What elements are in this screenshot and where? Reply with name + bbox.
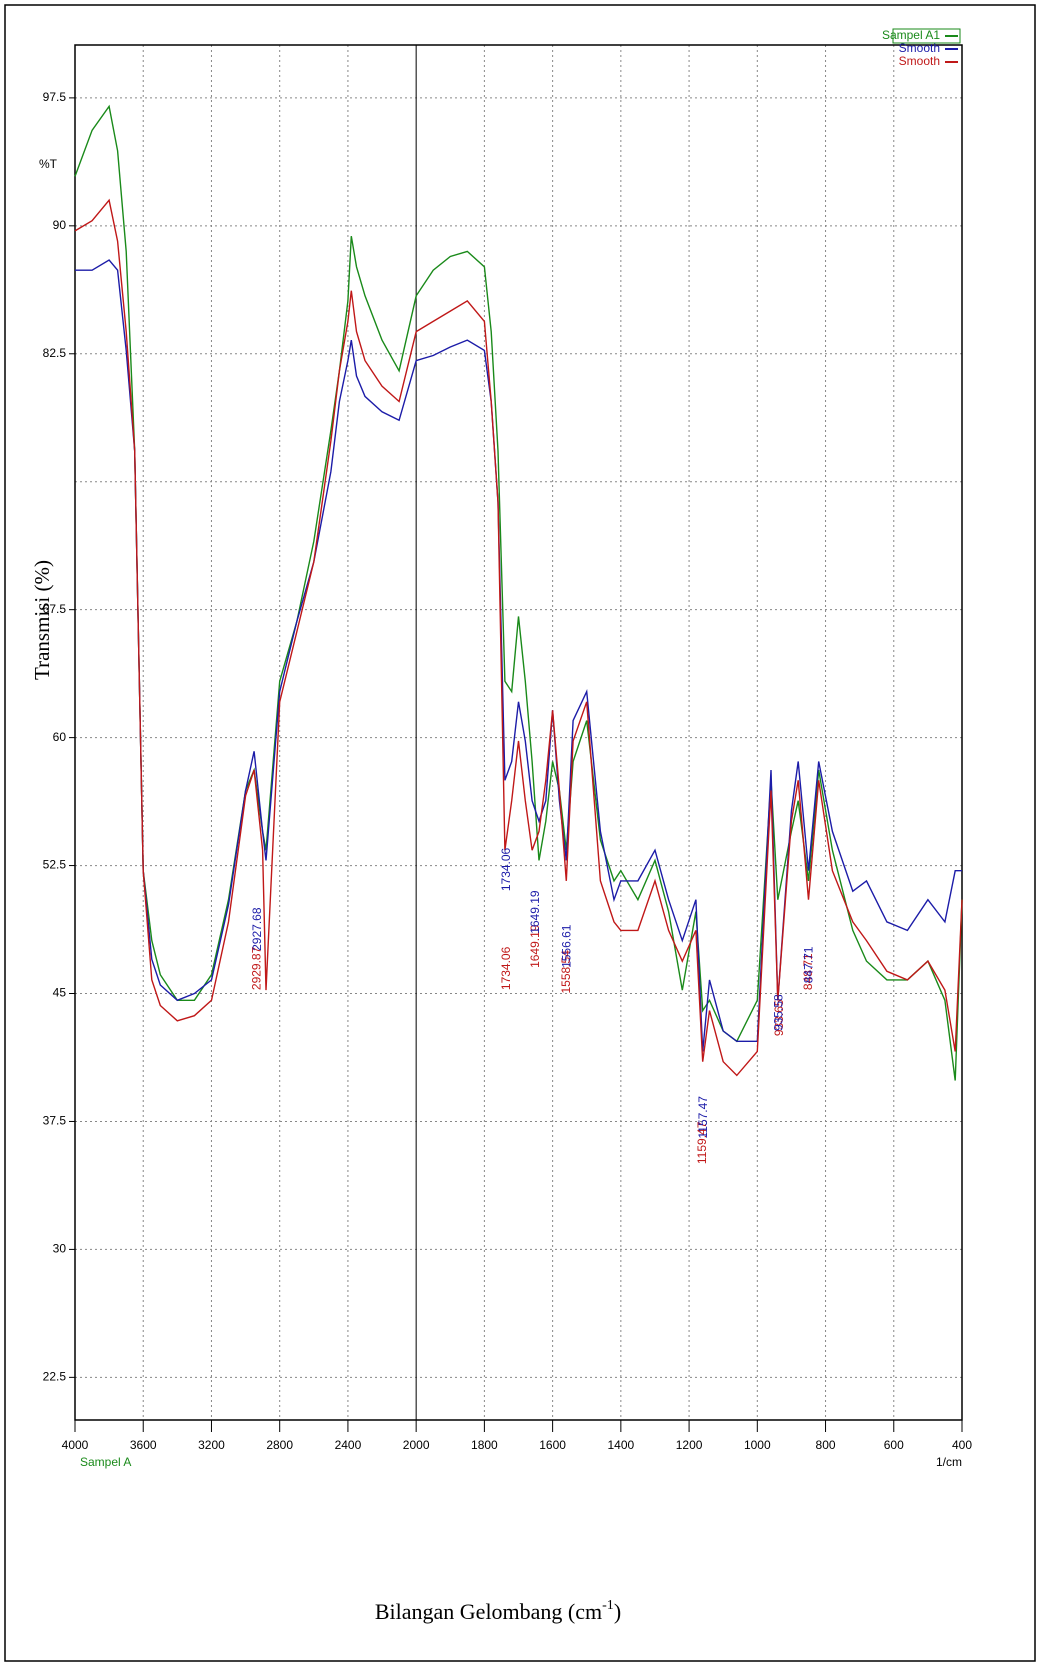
peak-label: 2929.87 [250,946,264,990]
peak-label: 2927.68 [250,907,264,951]
x-axis-label-sup: -1 [602,1598,614,1613]
y-tick-label: 82.5 [43,346,67,360]
y-tick-label: 90 [53,218,67,232]
spectrum-line [75,259,962,1052]
y-tick-label: 67.5 [43,602,67,616]
x-axis-label-main: Bilangan Gelombang (cm [375,1599,602,1624]
y-tick-label: 97.5 [43,90,67,104]
legend-label: Sampel A1 [882,28,940,42]
y-tick-label: 37.5 [43,1114,67,1128]
x-axis-label: Bilangan Gelombang (cm-1) [375,1598,621,1624]
peak-label: 1734.06 [499,946,513,990]
x-tick-label: 3200 [198,1438,225,1452]
legend-label: Smooth [899,41,940,55]
frame [4,4,1036,1662]
x-tick-label: 2800 [266,1438,293,1452]
x-tick-label: 1200 [676,1438,703,1452]
peak-label: 1649.19 [528,924,542,968]
peak-label: 847.71 [801,946,815,983]
peak-label: 933.65 [772,999,786,1036]
peak-label: 1159.47 [695,1121,709,1164]
peak-label: 1649.19 [528,890,542,934]
spectrum-line [74,104,963,1081]
peak-label: 1556.61 [560,924,574,968]
y-tick-label: 52.5 [43,858,67,872]
peak-label: 1157.47 [696,1096,710,1139]
y-tick-label: 60 [53,730,67,744]
x-tick-label: 1000 [744,1438,771,1452]
x-tick-label: 2400 [335,1438,362,1452]
x-tick-label: 1600 [539,1438,566,1452]
y-tick-label: 30 [53,1242,67,1256]
x-tick-label: 800 [816,1438,836,1452]
y-axis-label: Transmisi (%) [30,560,54,680]
peak-label: 848.71 [801,953,815,990]
x-axis-label-end: ) [614,1599,621,1624]
x-tick-label: 1800 [471,1438,498,1452]
y-tick-label: 45 [53,986,67,1000]
legend-label: Smooth [899,54,940,68]
sample-name: Sampel A [80,1455,131,1469]
peak-label: 1558.54 [559,950,573,994]
peak-label: 1734.06 [499,847,513,891]
legend-box [892,28,961,44]
x-tick-label: 400 [952,1438,972,1452]
x-tick-label: 2000 [403,1438,430,1452]
x-unit: 1/cm [936,1455,962,1469]
spectrum-line [74,198,963,1077]
x-tick-label: 4000 [62,1438,89,1452]
peak-label: 935.58 [771,994,785,1031]
y-unit: %T [39,157,58,171]
x-tick-label: 600 [884,1438,904,1452]
plot-area [74,44,963,1421]
y-tick-label: 22.5 [43,1370,67,1384]
x-tick-label: 1400 [607,1438,634,1452]
x-tick-label: 3600 [130,1438,157,1452]
